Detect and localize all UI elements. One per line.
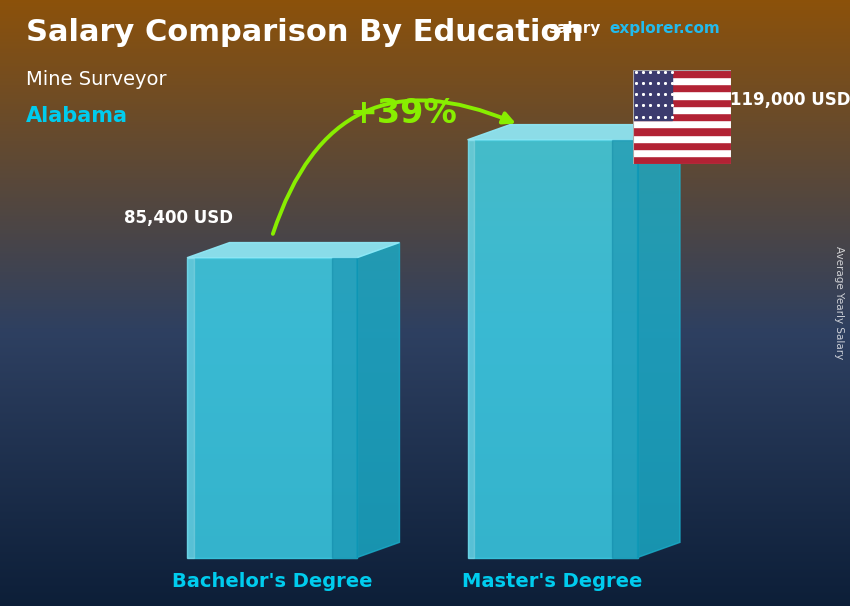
Bar bbox=[468, 140, 638, 558]
Bar bbox=[633, 135, 731, 142]
Polygon shape bbox=[468, 125, 680, 140]
Bar bbox=[633, 99, 731, 106]
Bar bbox=[633, 127, 731, 135]
Text: Alabama: Alabama bbox=[26, 106, 128, 126]
Bar bbox=[633, 106, 731, 113]
Text: Bachelor's Degree: Bachelor's Degree bbox=[172, 572, 372, 591]
Text: 119,000 USD: 119,000 USD bbox=[730, 92, 850, 110]
Polygon shape bbox=[187, 242, 400, 258]
Polygon shape bbox=[638, 125, 680, 558]
Bar bbox=[633, 77, 731, 84]
Bar bbox=[468, 140, 474, 558]
Bar bbox=[187, 258, 194, 558]
Bar bbox=[633, 142, 731, 149]
Bar bbox=[633, 70, 672, 120]
Text: Master's Degree: Master's Degree bbox=[462, 572, 643, 591]
Bar bbox=[633, 149, 731, 156]
Text: Salary Comparison By Education: Salary Comparison By Education bbox=[26, 18, 582, 47]
Text: Mine Surveyor: Mine Surveyor bbox=[26, 70, 166, 88]
Bar bbox=[633, 70, 731, 77]
Bar bbox=[612, 140, 638, 558]
Bar bbox=[633, 113, 731, 120]
Text: salary: salary bbox=[548, 21, 601, 36]
Polygon shape bbox=[357, 242, 400, 558]
Text: +39%: +39% bbox=[350, 98, 457, 130]
Text: 85,400 USD: 85,400 USD bbox=[124, 210, 233, 227]
Bar bbox=[633, 120, 731, 127]
Text: Average Yearly Salary: Average Yearly Salary bbox=[834, 247, 844, 359]
Bar bbox=[332, 258, 357, 558]
Bar bbox=[633, 84, 731, 92]
Bar bbox=[633, 156, 731, 164]
Bar bbox=[187, 258, 357, 558]
Text: explorer.com: explorer.com bbox=[609, 21, 720, 36]
Bar bbox=[633, 92, 731, 99]
